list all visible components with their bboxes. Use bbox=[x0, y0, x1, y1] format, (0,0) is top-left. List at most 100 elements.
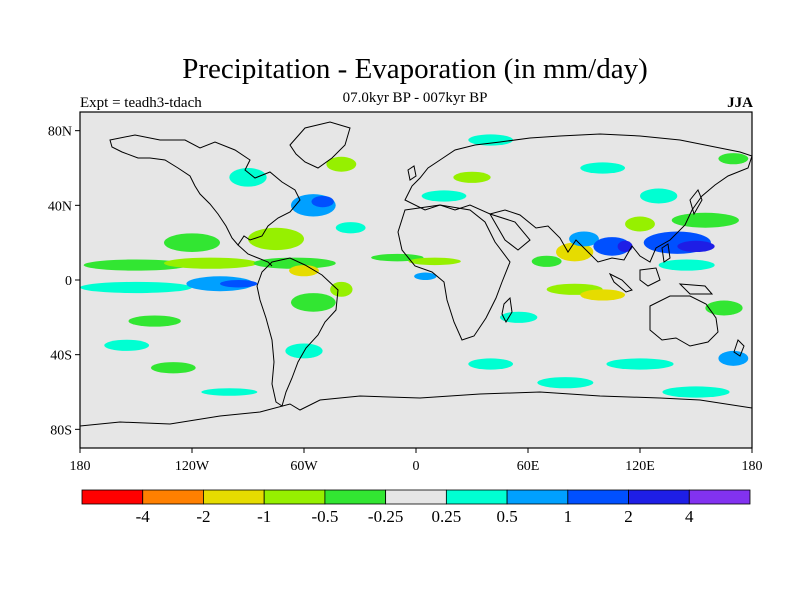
colorbar-swatch bbox=[142, 489, 204, 505]
field-patch bbox=[625, 216, 655, 232]
field-patch bbox=[289, 265, 319, 277]
colorbar-swatch bbox=[324, 489, 387, 505]
field-patch bbox=[580, 289, 626, 301]
lon-tick-label: 0 bbox=[413, 459, 420, 474]
field-patch bbox=[606, 358, 674, 370]
field-patch bbox=[311, 196, 334, 208]
experiment-label: Expt = teadh3-tdach bbox=[80, 95, 202, 111]
coastline-central-america bbox=[237, 244, 273, 267]
field-patch bbox=[326, 156, 357, 172]
coastline-eurasia bbox=[404, 133, 752, 263]
field-patch bbox=[229, 168, 267, 187]
lon-tick-label: 60E bbox=[517, 459, 540, 474]
lat-tick-label: 80N bbox=[48, 125, 72, 140]
colorbar-swatch bbox=[203, 489, 265, 505]
colorbar-label: 1 bbox=[564, 507, 573, 526]
field-patch bbox=[718, 153, 749, 165]
colorbar: -4 -2 -1 -0.5 -0.25 0.25 0.5 1 2 4 bbox=[81, 489, 751, 526]
coastline-japan bbox=[689, 189, 703, 216]
colorbar-swatch bbox=[385, 489, 447, 505]
field-patch bbox=[658, 259, 715, 271]
colorbar-label: 0.5 bbox=[496, 507, 517, 526]
field-patch bbox=[408, 257, 461, 266]
colorbar-swatch bbox=[81, 489, 144, 505]
colorbar-label: -0.25 bbox=[368, 507, 403, 526]
colorbar-swatch bbox=[263, 489, 326, 505]
coastline-arabia bbox=[488, 213, 531, 251]
field-patch bbox=[531, 255, 562, 267]
field-patch bbox=[164, 233, 220, 253]
field-patch bbox=[617, 240, 633, 252]
field-patch bbox=[453, 171, 491, 183]
coastline-british-isles bbox=[407, 165, 417, 181]
coastline-philippines bbox=[661, 243, 671, 263]
coastline-north-america bbox=[109, 134, 301, 246]
colorbar-swatch bbox=[506, 489, 569, 505]
field-patch bbox=[150, 362, 196, 374]
lat-tick-label: 40N bbox=[48, 199, 72, 214]
coastline-africa bbox=[397, 204, 511, 341]
colorbar-label: -2 bbox=[196, 507, 210, 526]
field-patches bbox=[80, 134, 749, 398]
colorbar-swatch bbox=[445, 489, 508, 505]
field-patch bbox=[705, 300, 743, 316]
coastline-antarctica bbox=[80, 391, 752, 427]
field-patch bbox=[253, 257, 336, 269]
chart-subtitle: 07.0kyr BP - 007kyr BP bbox=[342, 90, 488, 106]
field-patch bbox=[671, 212, 739, 228]
lon-tick-label: 60W bbox=[290, 459, 318, 474]
field-patch bbox=[569, 231, 599, 247]
field-patch bbox=[104, 339, 150, 351]
field-patch bbox=[80, 281, 192, 294]
field-patch bbox=[128, 315, 181, 327]
coastline-australia bbox=[649, 295, 719, 347]
field-patch bbox=[83, 259, 189, 271]
field-patch bbox=[580, 162, 626, 174]
colorbar-swatch bbox=[567, 489, 629, 505]
lat-tick-label: 0 bbox=[65, 274, 72, 289]
lat-tick-label: 80S bbox=[50, 423, 72, 438]
field-patch bbox=[677, 240, 715, 252]
lon-tick-label: 180 bbox=[742, 459, 763, 474]
field-patch bbox=[335, 222, 366, 234]
lat-tick-label: 40S bbox=[50, 349, 72, 364]
colorbar-label: -1 bbox=[257, 507, 271, 526]
lon-tick-label: 120W bbox=[175, 459, 210, 474]
field-patch bbox=[330, 281, 353, 297]
season-label: JJA bbox=[727, 95, 753, 111]
lon-tick-label: 180 bbox=[70, 459, 91, 474]
field-patch bbox=[290, 293, 336, 312]
coastline-new-guinea bbox=[678, 283, 714, 295]
coastline-new-zealand bbox=[733, 339, 745, 357]
field-patch bbox=[421, 190, 467, 202]
field-patch bbox=[468, 358, 514, 370]
coastline-borneo bbox=[639, 267, 661, 287]
field-patch bbox=[220, 280, 258, 288]
lon-tick-label: 120E bbox=[625, 459, 655, 474]
field-patch bbox=[640, 188, 678, 204]
field-patch bbox=[371, 253, 424, 262]
colorbar-label: -0.5 bbox=[311, 507, 338, 526]
colorbar-swatch bbox=[628, 489, 690, 505]
colorbar-label: 2 bbox=[624, 507, 633, 526]
coastline-south-america bbox=[256, 257, 339, 407]
colorbar-label: 4 bbox=[685, 507, 694, 526]
coastline-sumatra bbox=[608, 272, 633, 293]
coastline-madagascar bbox=[501, 296, 513, 324]
field-patch bbox=[186, 276, 254, 292]
chart-title: Precipitation - Evaporation (in mm/day) bbox=[182, 53, 648, 85]
field-patch bbox=[500, 311, 538, 323]
field-patch bbox=[662, 386, 730, 398]
field-patch bbox=[468, 134, 514, 146]
field-patch bbox=[201, 388, 258, 396]
field-patch bbox=[718, 350, 749, 366]
colorbar-label: -4 bbox=[136, 507, 151, 526]
field-patch bbox=[248, 227, 304, 251]
colorbar-swatch bbox=[688, 489, 751, 505]
field-patch bbox=[537, 377, 594, 389]
map-axes: 180 120W 60W 0 60E 120E 180 80N 40N 0 40S 80S bbox=[48, 125, 763, 474]
field-patch bbox=[414, 272, 437, 280]
colorbar-label: 0.25 bbox=[431, 507, 461, 526]
field-patch bbox=[164, 257, 258, 269]
